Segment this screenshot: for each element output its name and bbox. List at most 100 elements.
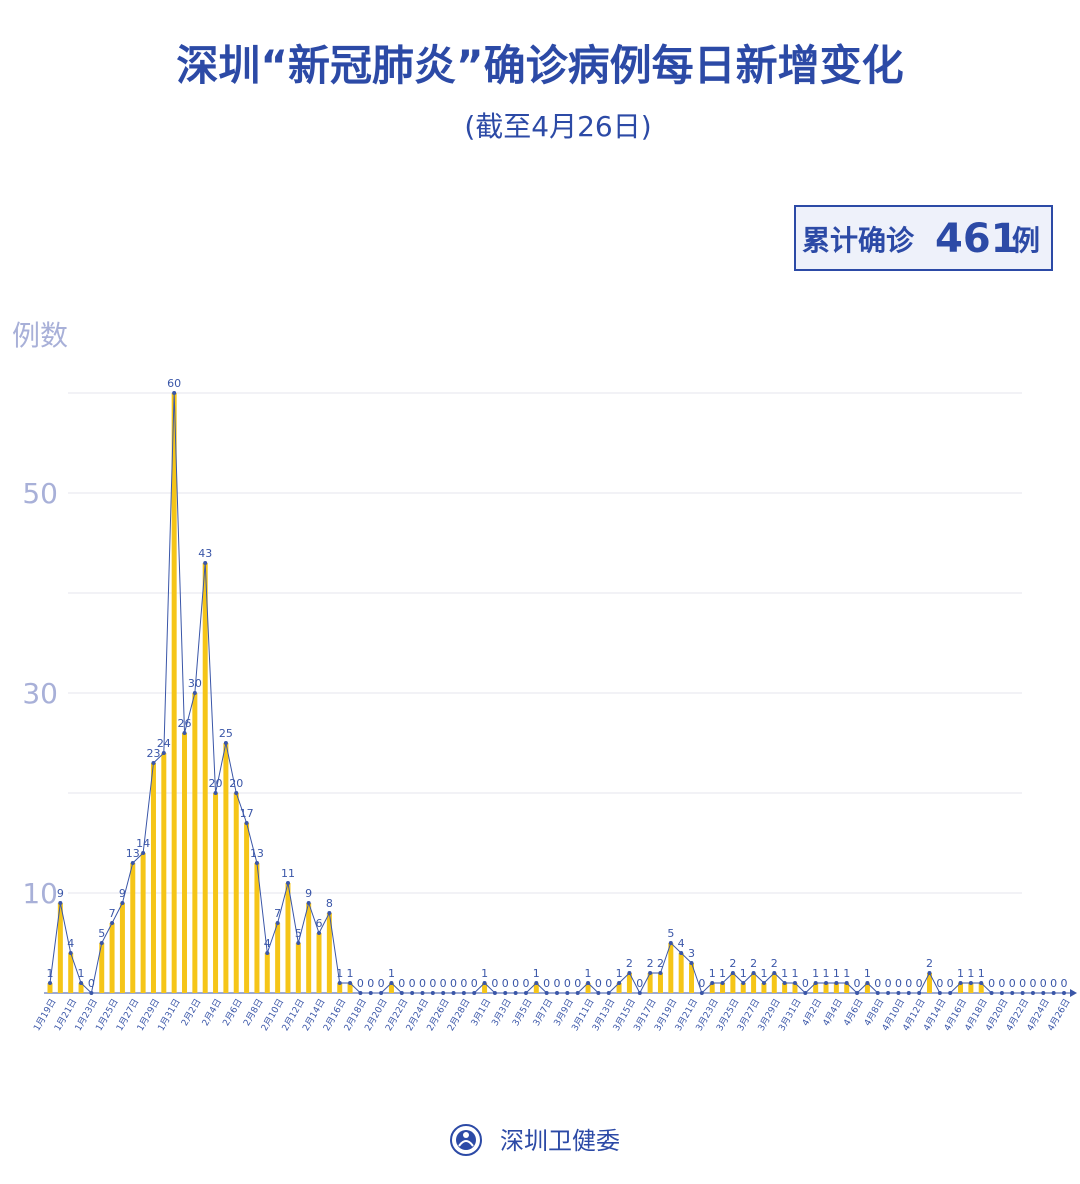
value-label: 14 <box>136 837 150 850</box>
value-label: 0 <box>543 977 550 990</box>
point <box>285 881 290 885</box>
value-label: 0 <box>471 977 478 990</box>
value-label: 0 <box>636 977 643 990</box>
value-label: 0 <box>998 977 1005 990</box>
point <box>565 991 570 995</box>
point <box>461 991 466 995</box>
point <box>348 981 353 985</box>
point <box>182 731 187 735</box>
bar <box>388 983 394 993</box>
value-label: 23 <box>146 747 160 760</box>
point <box>58 901 63 905</box>
point <box>410 991 415 995</box>
value-label: 5 <box>98 927 105 940</box>
value-label: 1 <box>967 967 974 980</box>
total-value: 461 <box>935 216 1019 262</box>
value-label: 1 <box>781 967 788 980</box>
point <box>792 981 797 985</box>
value-label: 6 <box>316 917 323 930</box>
value-label: 20 <box>229 777 243 790</box>
point <box>958 981 963 985</box>
value-label: 24 <box>157 737 171 750</box>
bar <box>295 943 301 993</box>
value-label: 0 <box>916 977 923 990</box>
bar <box>792 983 798 993</box>
bar <box>751 973 757 993</box>
chart-subtitle: (截至4月26日) <box>464 110 651 143</box>
value-label: 0 <box>522 977 529 990</box>
bar <box>833 983 839 993</box>
point <box>761 981 766 985</box>
point <box>917 991 922 995</box>
point <box>689 961 694 965</box>
bar <box>47 983 53 993</box>
point <box>575 991 580 995</box>
value-label: 0 <box>936 977 943 990</box>
bar <box>140 853 146 993</box>
bar <box>844 983 850 993</box>
value-label: 30 <box>188 677 202 690</box>
point <box>555 991 559 995</box>
value-label: 0 <box>440 977 447 990</box>
value-label: 13 <box>126 847 140 860</box>
y-axis-label: 例数 <box>12 319 68 352</box>
point <box>855 991 860 995</box>
value-label: 0 <box>595 977 602 990</box>
bar <box>585 983 591 993</box>
point <box>503 991 508 995</box>
point <box>1062 991 1066 995</box>
bar <box>233 793 239 993</box>
point <box>844 981 849 985</box>
bar <box>626 973 632 993</box>
chart-title: 深圳“新冠肺炎”确诊病例每日新增变化 <box>176 41 903 90</box>
point <box>389 981 394 985</box>
point <box>741 981 746 985</box>
value-label: 1 <box>533 967 540 980</box>
point <box>534 981 539 985</box>
value-label: 1 <box>709 967 716 980</box>
point <box>151 761 156 765</box>
value-label: 0 <box>357 977 364 990</box>
value-label: 2 <box>647 957 654 970</box>
point <box>1020 991 1025 995</box>
point <box>296 941 301 945</box>
bar <box>730 973 736 993</box>
point <box>1051 991 1056 995</box>
value-label: 0 <box>802 977 809 990</box>
value-label: 1 <box>719 967 726 980</box>
point <box>772 971 777 975</box>
bar <box>813 983 819 993</box>
point <box>89 991 94 995</box>
total-suffix: 例 <box>1012 224 1040 257</box>
value-label: 9 <box>119 887 126 900</box>
value-label: 2 <box>657 957 664 970</box>
value-label: 0 <box>491 977 498 990</box>
bar <box>161 753 167 993</box>
point <box>648 971 653 975</box>
value-label: 0 <box>905 977 912 990</box>
bar <box>316 933 322 993</box>
point <box>586 981 591 985</box>
bar <box>275 923 281 993</box>
point <box>430 991 435 995</box>
point <box>358 991 363 995</box>
point <box>699 991 704 995</box>
point <box>244 821 249 825</box>
value-label: 1 <box>978 967 985 980</box>
value-label: 0 <box>554 977 561 990</box>
bar <box>244 823 250 993</box>
point <box>668 941 673 945</box>
value-label: 8 <box>326 897 333 910</box>
bar <box>657 973 663 993</box>
value-label: 0 <box>574 977 581 990</box>
bar <box>668 943 674 993</box>
value-label: 0 <box>378 977 385 990</box>
point <box>265 951 270 955</box>
point <box>399 991 404 995</box>
bar <box>978 983 984 993</box>
point <box>948 991 953 995</box>
value-label: 5 <box>667 927 674 940</box>
value-label: 1 <box>616 967 623 980</box>
value-label: 2 <box>771 957 778 970</box>
